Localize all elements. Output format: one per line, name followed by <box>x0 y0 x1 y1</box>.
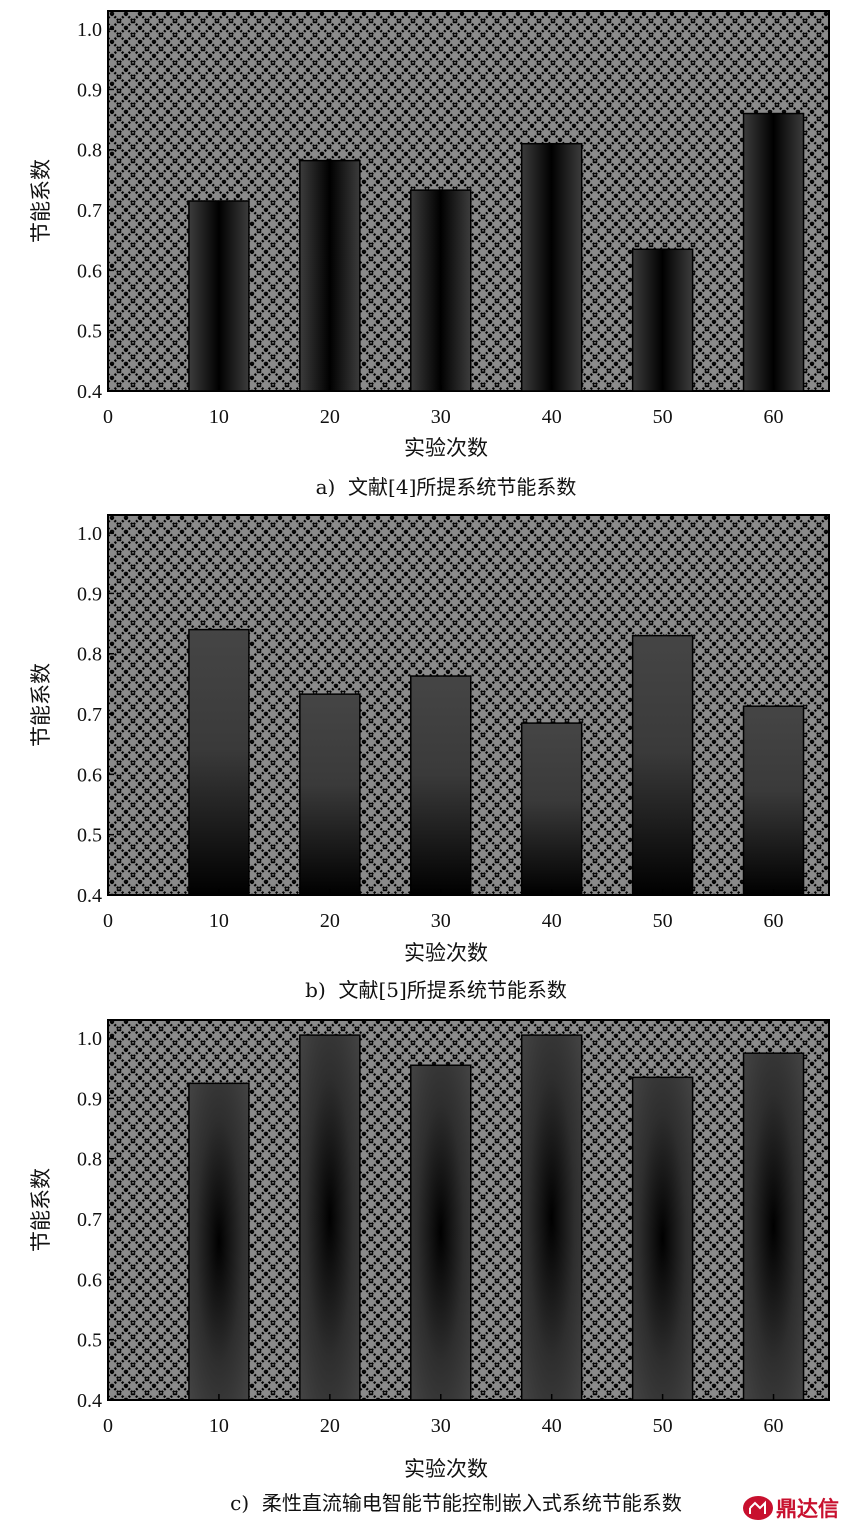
watermark: 鼎达信 <box>743 1496 839 1521</box>
y-tick-label-b: 0.8 <box>77 644 102 666</box>
y-axis-label-b: 节能系数 <box>29 663 53 747</box>
bar-a-40 <box>520 142 583 392</box>
x-tick-label-a: 40 <box>542 406 562 428</box>
x-tick-label-b: 30 <box>431 910 451 932</box>
bar-b-50 <box>631 634 694 896</box>
x-tick-label-c: 50 <box>653 1415 673 1437</box>
x-tick-label-b: 10 <box>209 910 229 932</box>
x-tick-label-b: 0 <box>103 910 113 932</box>
x-tick-label-a: 0 <box>103 406 113 428</box>
logo-badge-icon <box>743 1496 773 1520</box>
x-axis-label-c: 实验次数 <box>404 1457 488 1481</box>
bar-a-20 <box>299 159 361 392</box>
bar-a-10 <box>188 200 250 392</box>
y-axis-label-a: 节能系数 <box>29 159 53 243</box>
bar-c-10 <box>188 1082 250 1401</box>
yticks-c: 0.4 0.5 0.6 0.7 0.8 0.9 1.0 <box>77 1028 114 1412</box>
bars-c <box>188 1034 805 1401</box>
x-axis-label-b: 实验次数 <box>404 941 488 965</box>
x-tick-label-a: 30 <box>431 406 451 428</box>
y-tick-label-c: 0.6 <box>77 1269 102 1291</box>
bar-b-60 <box>742 705 805 896</box>
bar-b-20 <box>299 693 361 896</box>
chart-panel-b: 0.4 0.5 0.6 0.7 0.8 0.9 1.0 0 10 20 30 40 50 60 节能系数… <box>29 514 830 1002</box>
xticks-b: 0 10 20 30 40 50 60 <box>103 889 784 932</box>
y-tick-label-a: 1.0 <box>77 19 102 41</box>
bar-c-20 <box>299 1034 361 1401</box>
caption-a: a) 文献[4]所提系统节能系数 <box>316 475 577 499</box>
y-tick-label-a: 0.4 <box>77 381 102 403</box>
x-tick-label-a: 20 <box>320 406 340 428</box>
y-tick-label-c: 0.5 <box>77 1330 102 1352</box>
y-tick-label-a: 0.8 <box>77 140 102 162</box>
y-tick-label-a: 0.5 <box>77 321 102 343</box>
y-tick-label-a: 0.9 <box>77 79 102 101</box>
bar-c-50 <box>631 1076 694 1401</box>
x-tick-label-c: 10 <box>209 1415 229 1437</box>
x-tick-label-a: 60 <box>764 406 784 428</box>
y-tick-label-b: 0.5 <box>77 825 102 847</box>
xticks-c: 0 10 20 30 40 50 60 <box>103 1394 784 1437</box>
bar-a-50 <box>631 248 694 392</box>
y-tick-label-c: 0.7 <box>77 1209 102 1231</box>
caption-b: b) 文献[5]所提系统节能系数 <box>305 978 567 1002</box>
bar-b-30 <box>410 675 472 896</box>
x-tick-label-c: 40 <box>542 1415 562 1437</box>
y-tick-label-c: 1.0 <box>77 1028 102 1050</box>
y-tick-label-a: 0.7 <box>77 200 102 222</box>
x-tick-label-b: 20 <box>320 910 340 932</box>
chart-panel-a: 0.4 0.5 0.6 0.7 0.8 0.9 1.0 0 10 20 30 40 50 60 节能系数… <box>29 10 830 499</box>
x-tick-label-a: 10 <box>209 406 229 428</box>
caption-c: c) 柔性直流输电智能节能控制嵌入式系统节能系数 <box>230 1491 682 1515</box>
bar-b-10 <box>188 628 250 896</box>
y-tick-label-b: 0.6 <box>77 764 102 786</box>
y-tick-label-b: 0.7 <box>77 704 102 726</box>
bars-a <box>188 112 805 392</box>
x-tick-label-c: 20 <box>320 1415 340 1437</box>
yticks-b: 0.4 0.5 0.6 0.7 0.8 0.9 1.0 <box>77 523 114 907</box>
x-axis-label-a: 实验次数 <box>404 436 488 460</box>
bars-b <box>188 628 805 896</box>
x-tick-label-b: 50 <box>653 910 673 932</box>
x-tick-label-a: 50 <box>653 406 673 428</box>
chart-panel-c: 0.4 0.5 0.6 0.7 0.8 0.9 1.0 0 10 20 30 40 50 60 节能系数… <box>29 1019 830 1515</box>
bar-a-60 <box>742 112 805 392</box>
x-tick-label-b: 60 <box>764 910 784 932</box>
y-tick-label-c: 0.4 <box>77 1390 102 1412</box>
y-tick-label-b: 1.0 <box>77 523 102 545</box>
watermark-text: 鼎达信 <box>776 1497 839 1521</box>
y-tick-label-b: 0.4 <box>77 885 102 907</box>
x-tick-label-c: 60 <box>764 1415 784 1437</box>
y-tick-label-a: 0.6 <box>77 260 102 282</box>
bar-a-30 <box>410 189 472 392</box>
y-tick-label-c: 0.9 <box>77 1088 102 1110</box>
xticks-a: 0 10 20 30 40 50 60 <box>103 385 784 428</box>
x-tick-label-c: 0 <box>103 1415 113 1437</box>
yticks-a: 0.4 0.5 0.6 0.7 0.8 0.9 1.0 <box>77 19 114 403</box>
y-tick-label-c: 0.8 <box>77 1149 102 1171</box>
y-axis-label-c: 节能系数 <box>29 1168 53 1252</box>
bar-b-40 <box>520 722 583 896</box>
bar-c-30 <box>410 1064 472 1401</box>
bar-c-60 <box>742 1052 805 1401</box>
y-tick-label-b: 0.9 <box>77 583 102 605</box>
bar-c-40 <box>520 1034 583 1401</box>
x-tick-label-c: 30 <box>431 1415 451 1437</box>
x-tick-label-b: 40 <box>542 910 562 932</box>
